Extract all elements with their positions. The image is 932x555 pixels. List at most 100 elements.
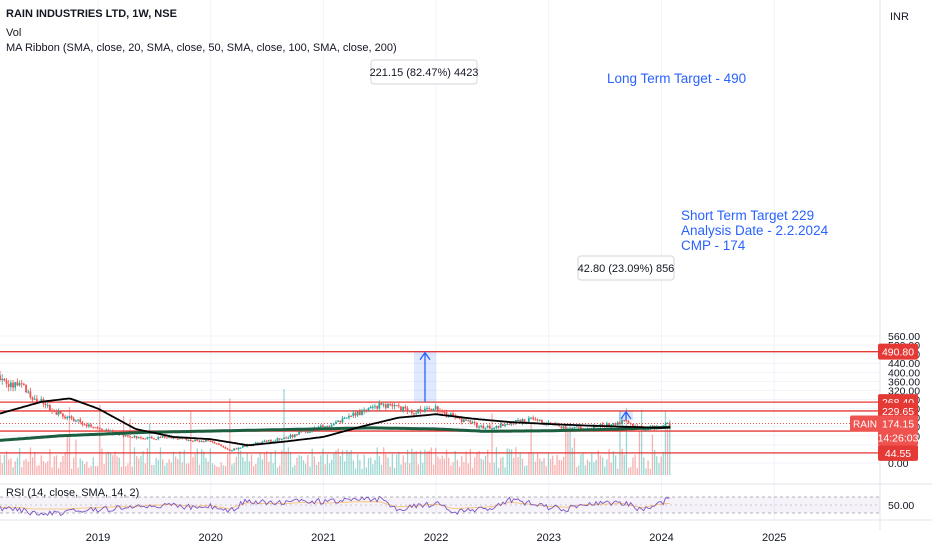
volume-bar	[168, 459, 170, 475]
volume-bar	[70, 468, 73, 475]
volume-bar	[643, 457, 645, 475]
volume-bar	[129, 418, 131, 475]
candle-body	[508, 424, 511, 426]
candle-body	[283, 437, 285, 439]
volume-bar	[155, 457, 157, 475]
candle-body	[168, 436, 170, 438]
candle-body	[389, 403, 392, 405]
candle-body	[263, 440, 266, 442]
volume-bar	[118, 457, 120, 475]
volume-bar	[12, 467, 14, 475]
volume-bar	[66, 436, 68, 475]
volume-bar	[42, 461, 45, 475]
candle-body	[441, 410, 444, 413]
candle-body	[274, 440, 277, 442]
volume-bar	[565, 425, 567, 475]
volume-bar	[68, 406, 71, 475]
candle-body	[335, 421, 337, 424]
short-measure-label-box	[577, 255, 675, 281]
candle-body	[547, 422, 550, 424]
volume-bar	[445, 449, 448, 475]
volume-bar	[461, 455, 463, 475]
volume-bar	[244, 461, 246, 475]
candle-body	[664, 424, 667, 426]
volume-bar	[341, 450, 344, 475]
candle-body	[176, 438, 179, 440]
candle-body	[319, 425, 322, 427]
candle-body	[5, 380, 8, 384]
candle-body	[74, 420, 77, 422]
volume-bar	[298, 455, 300, 475]
volume-bar	[183, 449, 185, 475]
candle-body	[98, 427, 101, 429]
candle-body	[501, 423, 504, 426]
candle-body	[410, 410, 413, 414]
candle-body	[577, 426, 580, 428]
volume-bar	[437, 456, 439, 475]
candle-body	[244, 445, 246, 447]
volume-bar	[305, 463, 307, 475]
candle-body	[172, 437, 175, 439]
volume-bar	[214, 465, 216, 475]
candle-body	[614, 423, 617, 425]
volume-bar	[287, 447, 289, 475]
candle-body	[150, 436, 153, 439]
volume-bar	[101, 448, 103, 475]
volume-bar	[443, 458, 446, 475]
candle-body	[363, 409, 366, 412]
candle-body	[196, 439, 199, 441]
candle-body	[534, 419, 537, 421]
volume-bar	[404, 462, 407, 475]
candle-body	[222, 446, 225, 448]
volume-bar	[419, 450, 422, 475]
volume-bar	[528, 452, 530, 475]
time-tick-label: 2023	[537, 532, 561, 544]
candle-body	[131, 437, 134, 439]
volume-bar	[614, 455, 617, 475]
candle-body	[631, 424, 634, 428]
candle-body	[181, 438, 183, 440]
candle-body	[7, 383, 10, 387]
volume-bar	[135, 456, 138, 475]
candle-body	[475, 423, 478, 428]
volume-bar	[88, 467, 90, 475]
candle-body	[616, 422, 619, 425]
candle-body	[287, 437, 290, 439]
volume-bar	[211, 463, 214, 475]
volume-bar	[458, 466, 461, 475]
candle-body	[293, 434, 296, 437]
candle-body	[265, 440, 268, 442]
candle-body	[597, 426, 600, 428]
candle-body	[16, 382, 19, 386]
chart-title: RAIN INDUSTRIES LTD, 1W, NSE	[6, 8, 177, 20]
candle-body	[72, 418, 75, 422]
volume-bar	[181, 462, 183, 475]
time-tick-label: 2021	[311, 532, 335, 544]
volume-bar	[246, 452, 248, 475]
candle-body	[276, 438, 279, 441]
volume-bar	[621, 448, 623, 475]
volume-bar	[569, 422, 571, 475]
volume-bar	[205, 457, 207, 475]
candle-body	[3, 378, 6, 381]
candle-body	[348, 415, 350, 418]
volume-bar	[227, 454, 229, 475]
volume-bar	[73, 457, 75, 475]
volume-bar	[23, 460, 25, 475]
candle-body	[612, 423, 615, 425]
candle-body	[337, 420, 340, 422]
volume-bar	[608, 448, 610, 475]
volume-bar	[465, 451, 467, 475]
candle-body	[231, 450, 233, 452]
volume-bar	[116, 456, 118, 475]
volume-bar	[47, 461, 49, 475]
candle-body	[471, 422, 474, 424]
volume-bar	[27, 461, 29, 475]
candle-body	[291, 435, 294, 437]
time-tick-label: 2025	[762, 532, 786, 544]
candle-body	[278, 438, 281, 440]
candle-body	[608, 423, 610, 427]
volume-bar	[549, 459, 552, 475]
short-measure-label: 42.80 (23.09%) 856	[578, 263, 675, 275]
